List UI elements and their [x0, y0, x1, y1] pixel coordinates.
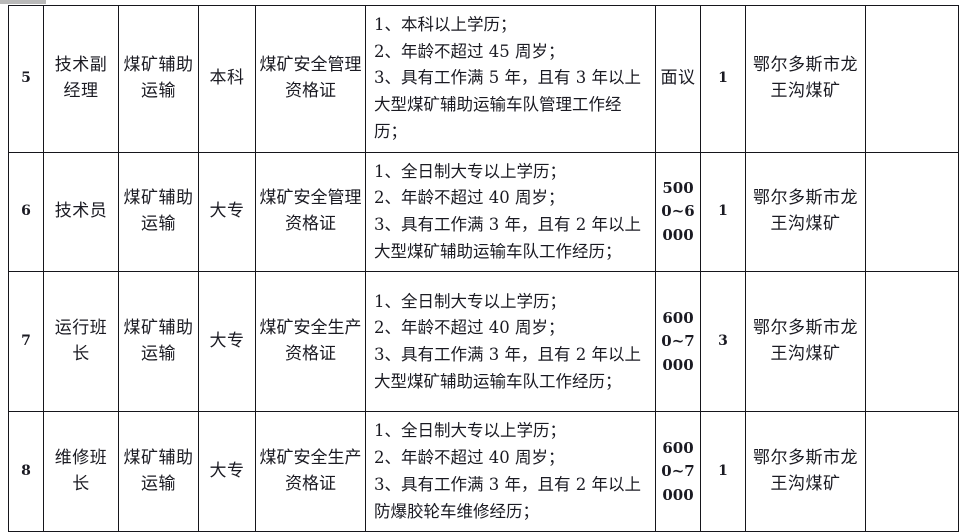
cell-certificate: 煤矿安全生产资格证: [255, 411, 366, 532]
scan-edge-artifact: [0, 0, 46, 4]
cell-position: 运行班长: [43, 271, 119, 413]
work-location: 鄂尔多斯市龙王沟煤矿: [753, 54, 858, 101]
cell-note: [865, 5, 959, 153]
certificate-name: 煤矿安全生产资格证: [259, 318, 362, 364]
row-index: 5: [21, 70, 31, 87]
department-name: 煤矿辅助运输: [123, 188, 194, 235]
cell-salary: 6000~7000: [655, 271, 701, 413]
cell-headcount: 1: [700, 5, 746, 153]
headcount-value: 3: [718, 333, 728, 350]
position-name: 维修班长: [54, 448, 108, 494]
requirement-item: 2、年龄不超过 40 周岁；: [374, 318, 565, 338]
table-row: 6 技术员 煤矿辅助运输 大专 煤矿安全管理资格证 1、全日制大专以上学历； 2…: [8, 151, 959, 273]
education-level: 大专: [209, 460, 245, 481]
cell-certificate: 煤矿安全管理资格证: [255, 5, 366, 153]
requirement-item: 2、年龄不超过 45 周岁；: [374, 41, 565, 61]
cell-index: 5: [8, 5, 44, 153]
requirements-list: 1、全日制大专以上学历； 2、年龄不超过 40 周岁； 3、具有工作满 3 年，…: [366, 153, 655, 272]
cell-certificate: 煤矿安全管理资格证: [255, 151, 366, 273]
row-index: 6: [21, 203, 31, 220]
headcount-value: 1: [718, 70, 728, 87]
cell-salary: 6000~7000: [655, 411, 701, 532]
cell-headcount: 1: [700, 151, 746, 273]
cell-requirements: 1、本科以上学历； 2、年龄不超过 45 周岁； 3、具有工作满 5 年，且有 …: [365, 5, 656, 153]
requirements-list: 1、本科以上学历； 2、年龄不超过 45 周岁； 3、具有工作满 5 年，且有 …: [366, 6, 655, 152]
salary-value: 面议: [660, 67, 696, 88]
department-name: 煤矿辅助运输: [123, 54, 194, 101]
requirement-item: 1、本科以上学历；: [374, 15, 517, 34]
work-location: 鄂尔多斯市龙王沟煤矿: [753, 188, 858, 235]
note-value: [866, 338, 958, 346]
cell-education: 本科: [198, 5, 256, 153]
cell-headcount: 3: [700, 271, 746, 413]
education-level: 本科: [209, 67, 245, 88]
requirement-item: 1、全日制大专以上学历；: [374, 161, 566, 181]
table-row: 7 运行班长 煤矿辅助运输 大专 煤矿安全生产资格证 1、全日制大专以上学历； …: [8, 271, 959, 413]
requirement-item: 3、具有工作满 3 年，且有 2 年以上大型煤矿辅助运输车队工作经历；: [374, 344, 641, 391]
requirement-item: 1、全日制大专以上学历；: [374, 421, 566, 441]
cell-department: 煤矿辅助运输: [118, 271, 199, 413]
requirement-item: 3、具有工作满 5 年，且有 3 年以上大型煤矿辅助运输车队管理工作经历；: [374, 68, 641, 141]
table-row: 5 技术副经理 煤矿辅助运输 本科 煤矿安全管理资格证 1、本科以上学历； 2、…: [8, 5, 959, 153]
cell-headcount: 1: [700, 411, 746, 532]
note-value: [866, 468, 958, 476]
cell-location: 鄂尔多斯市龙王沟煤矿: [745, 411, 866, 532]
requirements-list: 1、全日制大专以上学历； 2、年龄不超过 40 周岁； 3、具有工作满 3 年，…: [366, 283, 655, 402]
certificate-name: 煤矿安全管理资格证: [259, 188, 362, 235]
cell-salary: 面议: [655, 5, 701, 153]
requirement-item: 1、全日制大专以上学历；: [374, 291, 566, 311]
work-location: 鄂尔多斯市龙王沟煤矿: [753, 448, 858, 494]
position-name: 技术副经理: [54, 54, 108, 101]
cell-department: 煤矿辅助运输: [118, 151, 199, 273]
position-name: 运行班长: [54, 318, 108, 364]
table-row: 8 维修班长 煤矿辅助运输 大专 煤矿安全生产资格证 1、全日制大专以上学历； …: [8, 411, 959, 532]
certificate-name: 煤矿安全生产资格证: [259, 448, 362, 494]
cell-note: [865, 271, 959, 413]
education-level: 大专: [209, 201, 245, 222]
cell-certificate: 煤矿安全生产资格证: [255, 271, 366, 413]
note-value: [866, 75, 958, 83]
salary-value: 6000~7000: [661, 439, 695, 504]
education-level: 大专: [209, 331, 245, 352]
work-location: 鄂尔多斯市龙王沟煤矿: [753, 318, 858, 364]
cell-position: 技术副经理: [43, 5, 119, 153]
cell-education: 大专: [198, 151, 256, 273]
certificate-name: 煤矿安全管理资格证: [259, 54, 362, 101]
requirement-item: 2、年龄不超过 40 周岁；: [374, 448, 565, 468]
cell-salary: 5000~6000: [655, 151, 701, 273]
cell-note: [865, 151, 959, 273]
cell-education: 大专: [198, 271, 256, 413]
department-name: 煤矿辅助运输: [123, 318, 194, 364]
cell-position: 维修班长: [43, 411, 119, 532]
requirements-list: 1、全日制大专以上学历； 2、年龄不超过 40 周岁； 3、具有工作满 3 年，…: [366, 412, 655, 531]
cell-department: 煤矿辅助运输: [118, 5, 199, 153]
recruitment-requirements-table: 5 技术副经理 煤矿辅助运输 本科 煤矿安全管理资格证 1、本科以上学历； 2、…: [8, 5, 959, 532]
row-index: 7: [21, 333, 31, 350]
note-value: [866, 208, 958, 216]
cell-index: 6: [8, 151, 44, 273]
cell-index: 8: [8, 411, 44, 532]
cell-education: 大专: [198, 411, 256, 532]
requirement-item: 2、年龄不超过 40 周岁；: [374, 188, 565, 208]
cell-position: 技术员: [43, 151, 119, 273]
requirement-item: 3、具有工作满 3 年，且有 2 年以上大型煤矿辅助运输车队工作经历；: [374, 215, 641, 261]
cell-requirements: 1、全日制大专以上学历； 2、年龄不超过 40 周岁； 3、具有工作满 3 年，…: [365, 271, 656, 413]
salary-value: 5000~6000: [661, 179, 695, 244]
row-index: 8: [21, 463, 31, 480]
cell-location: 鄂尔多斯市龙王沟煤矿: [745, 151, 866, 273]
requirement-item: 3、具有工作满 3 年，且有 2 年以上防爆胶轮车维修经历；: [374, 474, 641, 521]
cell-index: 7: [8, 271, 44, 413]
cell-requirements: 1、全日制大专以上学历； 2、年龄不超过 40 周岁； 3、具有工作满 3 年，…: [365, 151, 656, 273]
cell-location: 鄂尔多斯市龙王沟煤矿: [745, 5, 866, 153]
department-name: 煤矿辅助运输: [123, 448, 194, 494]
cell-department: 煤矿辅助运输: [118, 411, 199, 532]
salary-value: 6000~7000: [661, 309, 695, 374]
headcount-value: 1: [718, 463, 728, 480]
headcount-value: 1: [718, 203, 728, 220]
position-name: 技术员: [54, 201, 108, 222]
cell-location: 鄂尔多斯市龙王沟煤矿: [745, 271, 866, 413]
cell-note: [865, 411, 959, 532]
cell-requirements: 1、全日制大专以上学历； 2、年龄不超过 40 周岁； 3、具有工作满 3 年，…: [365, 411, 656, 532]
